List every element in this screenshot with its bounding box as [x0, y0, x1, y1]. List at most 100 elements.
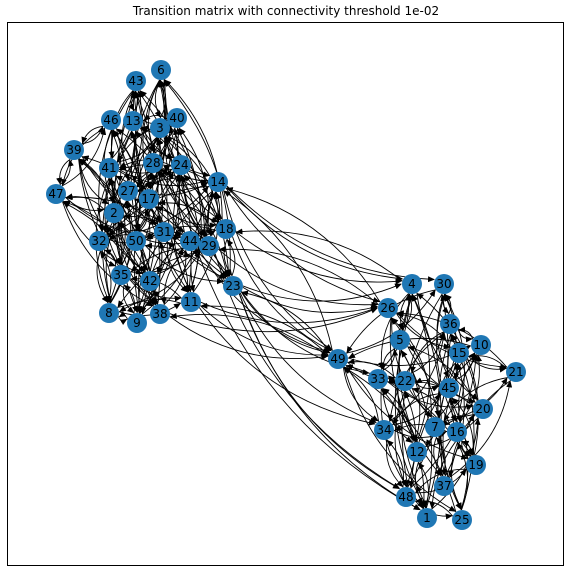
node-circle-2 [104, 203, 124, 223]
edge-35-32 [104, 249, 117, 267]
edge-23-17 [155, 206, 227, 279]
node-17: 17 [139, 189, 159, 209]
node-41: 41 [99, 158, 119, 178]
edge-18-4 [235, 231, 403, 285]
node-circle-24 [171, 155, 191, 175]
edge-23-6 [163, 79, 231, 277]
node-circle-3 [150, 118, 170, 138]
edge-9-14 [141, 190, 215, 315]
edge-8-41 [108, 178, 123, 304]
edge-8-9 [117, 316, 128, 325]
node-46: 46 [101, 110, 121, 130]
node-4: 4 [402, 274, 422, 294]
node-label-13: 13 [125, 114, 140, 128]
node-circle-29 [199, 236, 219, 256]
edge-1-4 [412, 294, 442, 509]
edge-32-8 [96, 250, 109, 303]
edge-27-35 [116, 200, 128, 265]
graph-title: Transition matrix with connectivity thre… [132, 4, 440, 18]
node-label-20: 20 [475, 402, 490, 416]
edge-25-48 [415, 497, 454, 517]
edge-49-11 [200, 302, 330, 356]
node-44: 44 [180, 231, 200, 251]
node-label-21: 21 [508, 365, 523, 379]
node-33: 33 [368, 369, 388, 389]
edges-layer [56, 79, 513, 520]
node-label-9: 9 [133, 316, 141, 330]
node-11: 11 [181, 292, 201, 312]
edge-47-38 [62, 201, 154, 307]
edge-38-26 [169, 307, 378, 333]
node-30: 30 [434, 274, 454, 294]
node-circle-42 [140, 271, 160, 291]
node-38: 38 [150, 304, 170, 324]
node-circle-50 [126, 231, 146, 251]
edge-9-8 [118, 311, 129, 320]
node-1: 1 [417, 508, 437, 528]
node-label-25: 25 [454, 513, 469, 527]
edge-38-49 [169, 316, 329, 361]
node-circle-22 [395, 371, 415, 391]
node-34: 34 [374, 420, 394, 440]
node-label-49: 49 [330, 352, 345, 366]
node-37: 37 [434, 476, 454, 496]
edge-2-46 [110, 130, 122, 204]
edge-48-34 [386, 439, 405, 488]
edge-23-4 [242, 283, 402, 302]
node-circle-21 [506, 362, 526, 382]
edge-20-5 [407, 345, 476, 403]
node-label-3: 3 [156, 121, 164, 135]
node-6: 6 [151, 60, 171, 80]
edge-25-16 [457, 442, 469, 511]
node-circle-20 [473, 399, 493, 419]
node-28: 28 [143, 153, 163, 173]
edge-16-22 [411, 387, 451, 426]
node-label-24: 24 [173, 158, 188, 172]
edge-37-7 [436, 437, 446, 477]
edge-29-24 [183, 174, 207, 237]
node-label-39: 39 [66, 143, 81, 157]
node-8: 8 [99, 303, 119, 323]
edge-47-46 [61, 127, 107, 187]
node-label-36: 36 [442, 317, 457, 331]
node-label-16: 16 [449, 425, 464, 439]
node-circle-15 [449, 343, 469, 363]
node-label-11: 11 [183, 295, 198, 309]
node-circle-41 [99, 158, 119, 178]
edge-48-22 [404, 391, 417, 488]
node-circle-16 [447, 422, 467, 442]
edge-47-39 [59, 159, 74, 186]
plot-frame [7, 22, 564, 566]
edge-11-31 [167, 241, 189, 293]
node-circle-12 [407, 442, 427, 462]
edge-7-26 [391, 317, 432, 418]
node-label-23: 23 [225, 279, 240, 293]
node-3: 3 [150, 118, 170, 138]
node-label-35: 35 [113, 268, 128, 282]
edge-11-43 [138, 90, 192, 293]
node-circle-13 [123, 111, 143, 131]
edge-21-7 [443, 377, 508, 422]
node-circle-38 [150, 304, 170, 324]
node-label-29: 29 [201, 239, 216, 253]
edge-7-37 [433, 436, 443, 476]
node-22: 22 [395, 371, 415, 391]
node-circle-11 [181, 292, 201, 312]
edge-11-34 [198, 307, 376, 426]
edge-41-35 [104, 177, 121, 265]
node-36: 36 [440, 314, 460, 334]
node-label-43: 43 [128, 74, 143, 88]
node-circle-46 [101, 110, 121, 130]
node-10: 10 [471, 335, 491, 355]
node-39: 39 [64, 140, 84, 160]
node-label-45: 45 [441, 381, 456, 395]
node-label-33: 33 [370, 372, 385, 386]
node-42: 42 [140, 271, 160, 291]
node-circle-1 [417, 508, 437, 528]
edge-44-39 [81, 155, 183, 236]
node-circle-49 [328, 349, 348, 369]
node-40: 40 [167, 108, 187, 128]
node-12: 12 [407, 442, 427, 462]
node-label-38: 38 [152, 307, 167, 321]
edge-34-36 [389, 332, 447, 422]
